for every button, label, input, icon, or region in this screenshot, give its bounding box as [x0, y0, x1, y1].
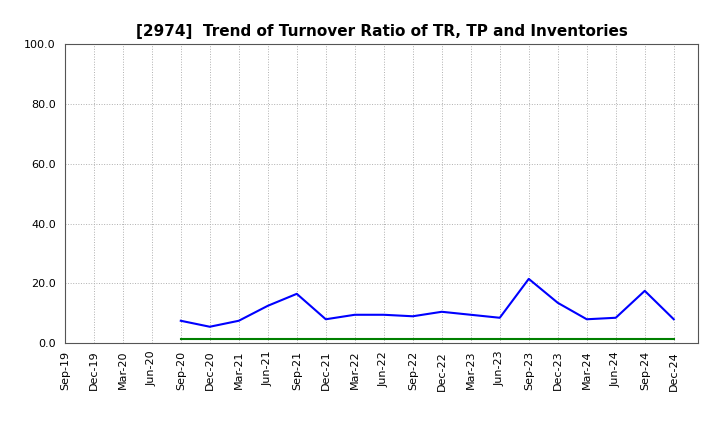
Trade Payables: [670, 317, 678, 322]
Trade Payables: [264, 303, 272, 308]
Trade Payables: [495, 315, 504, 320]
Inventories: [351, 336, 359, 341]
Inventories: [524, 336, 533, 341]
Inventories: [205, 336, 214, 341]
Inventories: [235, 336, 243, 341]
Trade Payables: [379, 312, 388, 317]
Trade Payables: [321, 317, 330, 322]
Inventories: [495, 336, 504, 341]
Trade Payables: [176, 318, 185, 323]
Inventories: [438, 336, 446, 341]
Inventories: [670, 336, 678, 341]
Line: Trade Payables: Trade Payables: [181, 279, 674, 327]
Trade Payables: [640, 288, 649, 293]
Title: [2974]  Trend of Turnover Ratio of TR, TP and Inventories: [2974] Trend of Turnover Ratio of TR, TP…: [135, 24, 628, 39]
Inventories: [467, 336, 475, 341]
Trade Payables: [205, 324, 214, 330]
Inventories: [321, 336, 330, 341]
Inventories: [176, 336, 185, 341]
Trade Payables: [582, 317, 591, 322]
Inventories: [611, 336, 620, 341]
Inventories: [292, 336, 301, 341]
Inventories: [264, 336, 272, 341]
Trade Payables: [554, 300, 562, 305]
Trade Payables: [235, 318, 243, 323]
Inventories: [554, 336, 562, 341]
Inventories: [408, 336, 417, 341]
Trade Payables: [467, 312, 475, 317]
Trade Payables: [438, 309, 446, 315]
Trade Payables: [524, 276, 533, 282]
Inventories: [640, 336, 649, 341]
Trade Payables: [611, 315, 620, 320]
Trade Payables: [292, 291, 301, 297]
Inventories: [582, 336, 591, 341]
Inventories: [379, 336, 388, 341]
Trade Payables: [351, 312, 359, 317]
Trade Payables: [408, 314, 417, 319]
